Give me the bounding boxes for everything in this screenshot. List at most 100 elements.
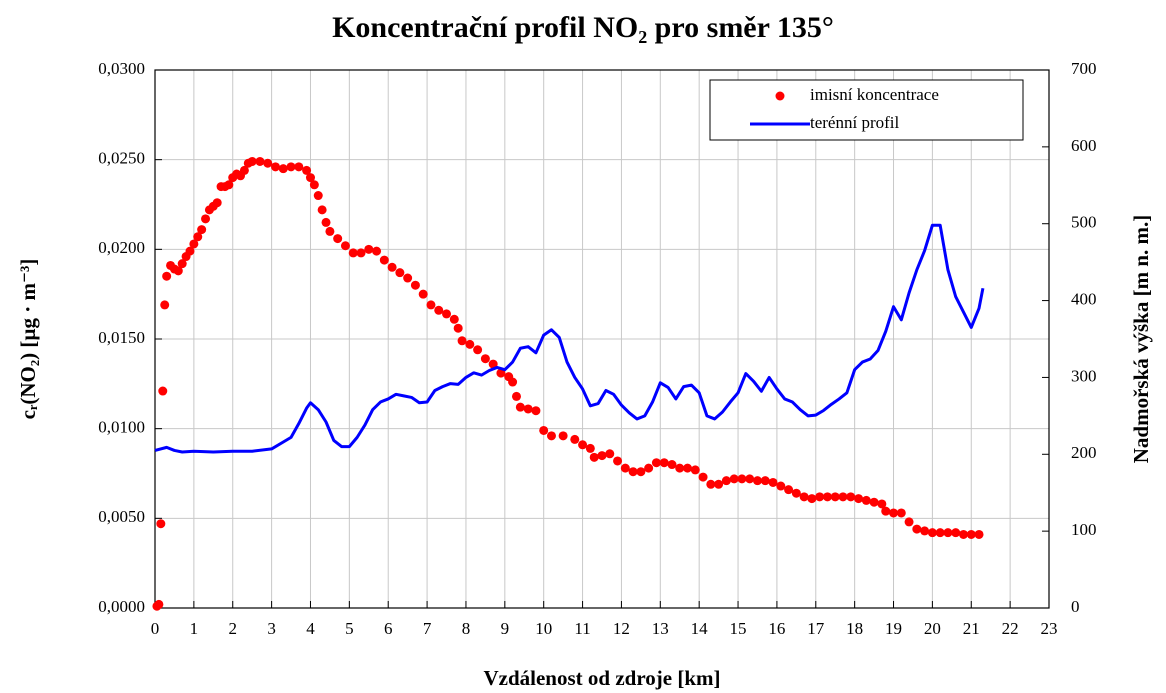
data-point — [760, 476, 770, 486]
data-point — [904, 517, 914, 527]
data-point — [958, 529, 968, 539]
data-point — [410, 280, 420, 290]
data-point — [830, 492, 840, 502]
data-point — [177, 259, 187, 269]
data-point — [325, 226, 335, 236]
data-point — [546, 431, 556, 441]
data-point — [620, 463, 630, 473]
data-point — [605, 449, 615, 459]
data-point — [768, 477, 778, 487]
data-point — [309, 180, 319, 190]
data-point — [356, 248, 366, 258]
data-point — [889, 508, 899, 518]
data-point — [846, 492, 856, 502]
x-axis-label: Vzdálenost od zdroje [km] — [483, 666, 720, 690]
data-point — [162, 271, 172, 281]
y-tick-label: 0,0250 — [98, 149, 145, 168]
data-point — [317, 205, 327, 215]
data-point — [784, 485, 794, 495]
data-point — [496, 368, 506, 378]
data-point — [189, 239, 199, 249]
y-tick-label: 0,0050 — [98, 507, 145, 526]
data-point — [247, 156, 257, 166]
data-point — [675, 463, 685, 473]
data-point — [302, 165, 312, 175]
data-point — [869, 497, 879, 507]
y2-tick-label: 400 — [1071, 289, 1097, 308]
y-axis-label: cᵣ(NO₂) [µg · m⁻³] — [16, 259, 40, 420]
x-tick-label: 21 — [963, 619, 980, 638]
x-tick-label: 15 — [730, 619, 747, 638]
data-point — [966, 529, 976, 539]
data-point — [321, 217, 331, 227]
y-tick-label: 0,0100 — [98, 418, 145, 437]
data-point — [515, 402, 525, 412]
data-point — [698, 472, 708, 482]
data-point — [379, 255, 389, 265]
data-point — [752, 476, 762, 486]
data-point — [185, 246, 195, 256]
data-point — [791, 488, 801, 498]
x-tick-label: 16 — [768, 619, 785, 638]
data-point — [651, 458, 661, 468]
data-point — [531, 406, 541, 416]
y-tick-label: 0,0200 — [98, 238, 145, 257]
data-point — [729, 474, 739, 484]
data-point — [480, 354, 490, 364]
x-tick-label: 2 — [228, 619, 237, 638]
data-point — [465, 339, 475, 349]
y2-tick-label: 700 — [1071, 59, 1097, 78]
data-point — [807, 494, 817, 504]
legend-box — [709, 79, 1024, 141]
data-point — [160, 300, 170, 310]
data-point — [776, 481, 786, 491]
data-point — [706, 479, 716, 489]
data-point — [239, 165, 249, 175]
data-point — [636, 467, 646, 477]
data-point — [974, 529, 984, 539]
x-tick-label: 0 — [151, 619, 160, 638]
x-tick-label: 18 — [846, 619, 863, 638]
plot-frame — [154, 69, 1050, 609]
y-tick-label: 0,0300 — [98, 59, 145, 78]
data-point — [854, 494, 864, 504]
line-series — [154, 223, 985, 454]
y-tick-label: 0,0000 — [98, 597, 145, 616]
data-point — [721, 476, 731, 486]
x-tick-label: 1 — [190, 619, 199, 638]
data-point — [511, 391, 521, 401]
data-point — [667, 460, 677, 470]
data-point — [570, 434, 580, 444]
data-point — [745, 474, 755, 484]
y2-tick-label: 100 — [1071, 520, 1097, 539]
data-point — [453, 323, 463, 333]
data-point — [613, 456, 623, 466]
x-tick-label: 17 — [807, 619, 825, 638]
data-point — [690, 465, 700, 475]
data-point — [822, 492, 832, 502]
data-point — [597, 451, 607, 461]
data-point — [714, 479, 724, 489]
data-point — [877, 499, 887, 509]
x-tick-label: 11 — [574, 619, 590, 638]
y2-axis-label: Nadmořská výška [m n. m.] — [1129, 215, 1153, 464]
data-point — [224, 180, 234, 190]
x-tick-label: 22 — [1002, 619, 1019, 638]
x-tick-label: 12 — [613, 619, 630, 638]
data-point — [912, 524, 922, 534]
data-point — [539, 425, 549, 435]
data-point — [255, 156, 265, 166]
y2-tick-label: 200 — [1071, 443, 1097, 462]
y-tick-label: 0,0150 — [98, 328, 145, 347]
data-point — [340, 241, 350, 251]
y2-tick-label: 0 — [1071, 597, 1080, 616]
data-point — [861, 495, 871, 505]
data-point — [403, 273, 413, 283]
x-tick-label: 9 — [501, 619, 510, 638]
x-tick-label: 19 — [885, 619, 902, 638]
data-point — [364, 244, 374, 254]
x-tick-label: 6 — [384, 619, 393, 638]
data-point — [197, 225, 207, 235]
data-point — [644, 463, 654, 473]
